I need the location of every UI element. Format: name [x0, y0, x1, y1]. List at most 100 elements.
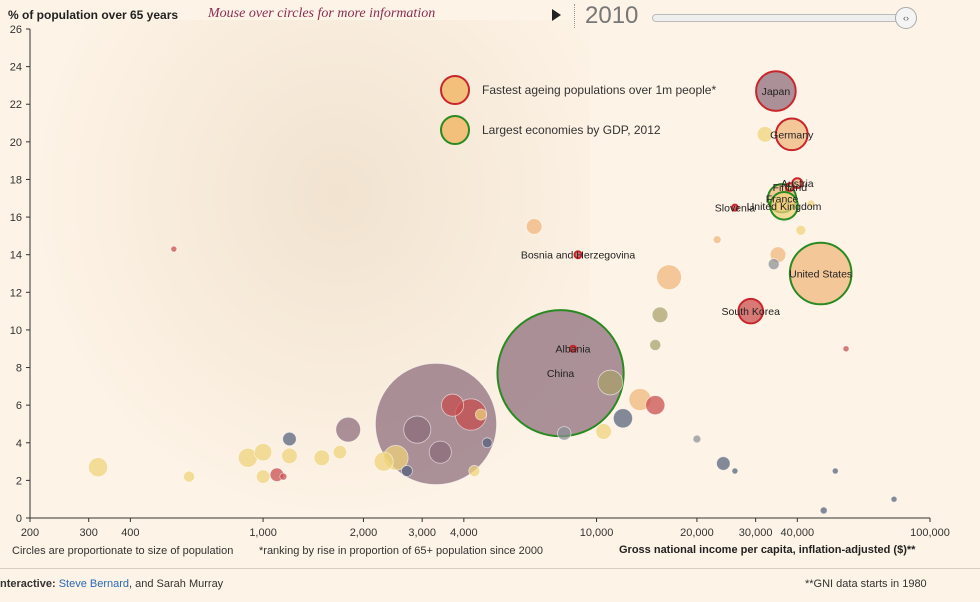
country-label: Austria: [781, 178, 814, 190]
legend-label: Fastest ageing populations over 1m peopl…: [482, 83, 717, 97]
y-tick-label: 24: [10, 62, 22, 74]
country-bubble[interactable]: [525, 218, 543, 235]
x-tick-label: 300: [80, 527, 98, 539]
country-label: France: [766, 193, 799, 205]
gni-note: **GNI data starts in 1980: [805, 578, 927, 590]
country-bubble[interactable]: [737, 297, 764, 325]
country-bubble[interactable]: [819, 506, 828, 515]
country-bubble[interactable]: [716, 456, 731, 471]
x-tick-label: 4,000: [450, 527, 478, 539]
country-bubble[interactable]: [428, 440, 452, 464]
divider: [574, 4, 575, 28]
y-axis-title: % of population over 65 years: [8, 8, 179, 22]
country-bubble[interactable]: [441, 393, 465, 417]
country-bubble[interactable]: [400, 465, 413, 477]
country-bubble[interactable]: [831, 467, 839, 475]
country-bubble[interactable]: [784, 182, 795, 192]
country-bubble[interactable]: [774, 117, 809, 152]
country-bubble[interactable]: [183, 470, 196, 483]
country-bubble[interactable]: [281, 447, 298, 465]
country-bubble[interactable]: [692, 434, 702, 444]
country-bubble[interactable]: [335, 416, 361, 443]
country-bubble[interactable]: [468, 465, 481, 477]
y-tick-label: 22: [10, 99, 22, 111]
y-tick-label: 16: [10, 212, 22, 224]
x-tick-label: 100,000: [910, 527, 950, 539]
year-slider-track[interactable]: [652, 14, 910, 22]
legend-label: Largest economies by GDP, 2012: [482, 123, 661, 137]
y-tick-label: 4: [16, 438, 22, 450]
x-tick-label: 400: [121, 527, 139, 539]
country-bubble[interactable]: [730, 203, 739, 212]
country-bubble[interactable]: [481, 437, 493, 449]
y-tick-label: 18: [10, 174, 22, 186]
x-tick-label: 10,000: [580, 527, 614, 539]
country-bubble[interactable]: [170, 245, 178, 253]
country-label: Albania: [555, 344, 590, 356]
country-bubble[interactable]: [649, 339, 662, 351]
country-bubble[interactable]: [842, 345, 850, 353]
play-button[interactable]: [552, 9, 561, 21]
hint-text: Mouse over circles for more information: [208, 6, 436, 21]
country-bubble[interactable]: [255, 469, 271, 484]
country-label: Bosnia and Herzegovina: [521, 250, 636, 262]
country-bubble[interactable]: [731, 467, 739, 475]
country-label: South Korea: [722, 306, 781, 318]
x-tick-label: 200: [21, 527, 39, 539]
country-bubble[interactable]: [253, 443, 273, 462]
x-tick-label: 2,000: [350, 527, 378, 539]
credits: nteractive: Steve Bernard, and Sarah Mur…: [0, 578, 223, 590]
legend-largest-economies: Largest economies by GDP, 2012: [440, 115, 661, 145]
credits-link[interactable]: Steve Bernard: [58, 578, 130, 590]
country-bubble[interactable]: [806, 199, 816, 209]
country-bubble[interactable]: [795, 224, 807, 236]
country-bubble[interactable]: [656, 264, 682, 291]
country-bubble[interactable]: [769, 191, 799, 221]
legend-green-ring-icon: [440, 115, 470, 145]
y-tick-label: 26: [10, 24, 22, 36]
y-tick-label: 20: [10, 137, 22, 149]
credits-label: nteractive:: [0, 578, 56, 590]
country-label: Finland: [773, 182, 808, 194]
country-bubble[interactable]: [597, 369, 624, 396]
country-bubble[interactable]: [612, 408, 633, 429]
country-bubble[interactable]: [373, 451, 394, 472]
y-tick-label: 14: [10, 250, 22, 262]
country-bubble[interactable]: [279, 472, 288, 481]
country-bubble[interactable]: [573, 250, 583, 260]
country-bubble[interactable]: [788, 241, 853, 306]
x-axis-title: Gross national income per capita, inflat…: [619, 544, 916, 556]
x-tick-label: 30,000: [739, 527, 773, 539]
country-bubble[interactable]: [645, 395, 666, 416]
country-bubble[interactable]: [767, 258, 780, 271]
country-bubble[interactable]: [282, 431, 297, 447]
country-bubble[interactable]: [88, 457, 109, 478]
bubble-chart: China United States Japan Germany FranceUnit…: [10, 24, 950, 539]
country-bubble[interactable]: [890, 495, 898, 503]
country-bubble[interactable]: [313, 449, 331, 467]
country-bubble[interactable]: [651, 306, 669, 324]
x-tick-label: 1,000: [249, 527, 277, 539]
legend-red-ring-icon: [440, 75, 470, 105]
country-bubble[interactable]: [557, 426, 572, 441]
country-label: Germany: [770, 129, 814, 141]
y-tick-label: 2: [16, 475, 22, 487]
country-bubble[interactable]: [755, 70, 797, 112]
country-bubble[interactable]: [568, 344, 578, 353]
x-tick-label: 40,000: [780, 527, 814, 539]
country-bubble[interactable]: [595, 423, 612, 440]
y-tick-label: 6: [16, 400, 22, 412]
y-tick-label: 10: [10, 325, 22, 337]
country-bubble[interactable]: [712, 235, 722, 244]
y-tick-label: 0: [16, 513, 22, 525]
country-label: United States: [789, 269, 852, 281]
country-label: United Kingdom: [747, 201, 822, 213]
country-bubble[interactable]: [474, 408, 487, 421]
country-bubble[interactable]: [332, 444, 348, 460]
country-bubble[interactable]: [756, 126, 774, 143]
country-bubble[interactable]: [403, 415, 432, 444]
note-ranking: *ranking by rise in proportion of 65+ po…: [259, 545, 544, 557]
footer-divider: [0, 568, 980, 569]
year-slider-handle[interactable]: ‹›: [895, 7, 917, 29]
year-display: 2010: [585, 2, 639, 29]
